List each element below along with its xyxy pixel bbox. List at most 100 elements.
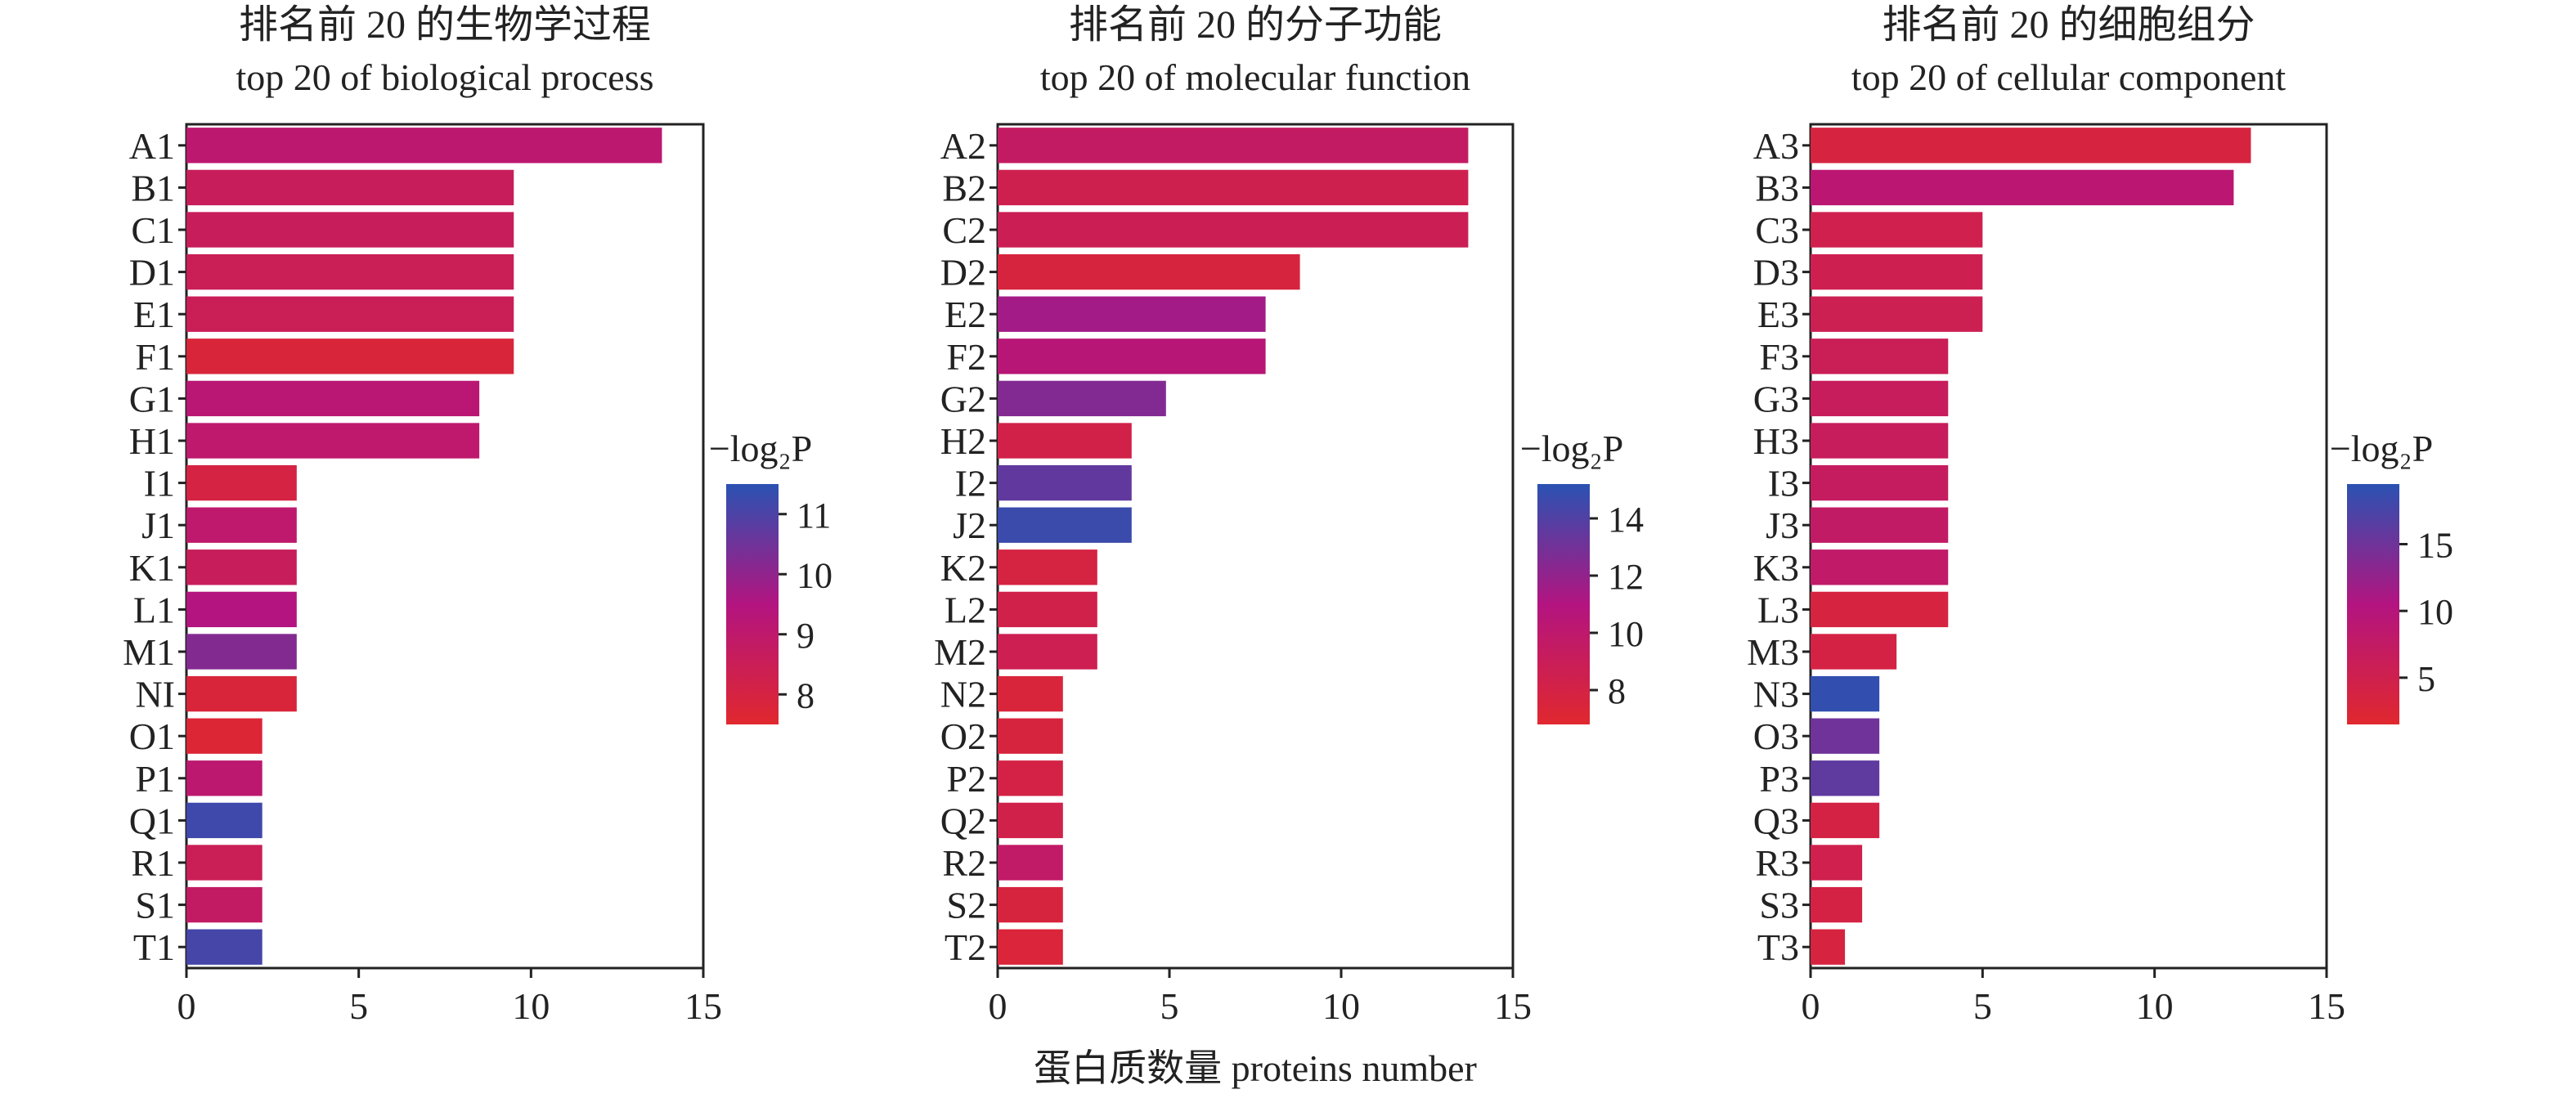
y-tick-label: F3: [1759, 336, 1799, 378]
bar-Q1: [186, 802, 263, 839]
y-tick-label: D1: [129, 252, 175, 294]
bar-B2: [998, 169, 1469, 206]
y-tick-label: H3: [1753, 420, 1799, 462]
y-tick-label: G2: [940, 378, 986, 419]
bar-P2: [998, 760, 1063, 796]
colorbar-tick-label: 10: [797, 555, 832, 595]
bar-T1: [186, 929, 263, 965]
bar-H3: [1811, 423, 1949, 459]
plot-frame: [185, 123, 705, 970]
colorbar-label: −log₂P: [2330, 428, 2433, 469]
y-tick-label: G1: [129, 378, 175, 419]
bar-F3: [1811, 339, 1949, 374]
bar-B1: [186, 169, 514, 206]
y-tick-label: B1: [131, 167, 175, 208]
bar-A2: [998, 128, 1469, 164]
bar-C3: [1811, 212, 1983, 248]
shared-x-axis-label: 蛋白质数量 proteins number: [1034, 1047, 1477, 1089]
colorbar-gradient: [726, 484, 779, 724]
y-tick-label: H2: [940, 420, 986, 462]
y-tick-label: P3: [1759, 758, 1799, 800]
bar-E3: [1811, 296, 1983, 332]
bar-K1: [186, 549, 297, 585]
y-tick-label: Q2: [940, 800, 986, 841]
bar-D3: [1811, 253, 1983, 290]
y-tick-label: L2: [945, 589, 986, 630]
bar-D2: [998, 253, 1300, 290]
y-tick-label: A3: [1753, 125, 1799, 167]
y-tick-label: I2: [955, 463, 986, 504]
y-tick-label: K1: [129, 547, 175, 589]
bar-G2: [998, 380, 1166, 417]
y-tick-label: S1: [135, 885, 175, 926]
bar-C2: [998, 212, 1469, 248]
x-tick-label: 0: [989, 985, 1008, 1027]
bar-NI: [186, 675, 297, 712]
colorbar-tick-label: 8: [797, 675, 815, 715]
y-tick-label: I3: [1768, 463, 1799, 504]
colorbar-gradient: [1537, 484, 1590, 724]
chart-subtitle: top 20 of biological process: [236, 56, 653, 98]
chart-panel-2: 排名前 20 的分子功能 top 20 of molecular function…: [934, 3, 1644, 1027]
bar-S3: [1811, 886, 1863, 923]
x-tick-label: 15: [1494, 985, 1532, 1027]
y-tick-label: J3: [1766, 504, 1799, 546]
y-tick-label: G3: [1753, 378, 1799, 419]
y-tick-label: P2: [946, 758, 986, 800]
y-tick-label: D2: [940, 252, 986, 294]
bar-Q2: [998, 802, 1063, 839]
y-tick-label: R1: [131, 842, 175, 884]
y-tick-label: T2: [945, 926, 986, 968]
y-tick-label: C3: [1755, 209, 1799, 251]
bar-F2: [998, 339, 1266, 374]
colorbar-tick-label: 9: [797, 616, 815, 656]
bar-C1: [186, 212, 514, 248]
y-tick-label: E1: [133, 294, 175, 335]
bar-A1: [186, 128, 662, 164]
bar-I2: [998, 464, 1132, 501]
y-tick-label: T1: [133, 926, 175, 968]
x-tick-label: 5: [1973, 985, 1992, 1027]
bar-O1: [186, 718, 263, 754]
plot-frame: [996, 123, 1515, 970]
bar-L3: [1811, 591, 1949, 628]
chart-title: 排名前 20 的细胞组分: [1882, 3, 2255, 47]
chart-subtitle: top 20 of cellular component: [1851, 56, 2287, 98]
y-tick-label: R2: [942, 842, 986, 884]
bar-J1: [186, 507, 297, 543]
chart-subtitle: top 20 of molecular function: [1040, 56, 1470, 98]
colorbar: −log₂P 8 9 10 11: [709, 428, 832, 724]
y-tick-label: E3: [1757, 294, 1799, 335]
y-tick-label: I1: [144, 463, 175, 504]
colorbar: −log₂P 5 10 15: [2330, 428, 2453, 724]
bar-M3: [1811, 634, 1897, 670]
y-tick-label: J2: [953, 504, 986, 546]
y-tick-label: F2: [946, 336, 986, 378]
bar-P1: [186, 760, 263, 796]
bar-O2: [998, 718, 1063, 754]
chart-title: 排名前 20 的分子功能: [1069, 3, 1442, 47]
y-tick-label: Q1: [129, 800, 175, 841]
bar-J3: [1811, 507, 1949, 543]
bar-M1: [186, 634, 297, 670]
bar-H1: [186, 423, 480, 459]
chart-title: 排名前 20 的生物学过程: [239, 3, 651, 47]
colorbar-tick-label: 12: [1608, 557, 1644, 597]
bar-T2: [998, 929, 1063, 965]
y-tick-label: P1: [135, 758, 175, 800]
y-tick-label: H1: [129, 420, 175, 462]
bar-L1: [186, 591, 297, 628]
y-tick-label: N3: [1753, 674, 1799, 715]
y-tick-label: C1: [131, 209, 175, 251]
bar-E2: [998, 296, 1266, 332]
x-tick-label: 0: [177, 985, 196, 1027]
colorbar-label: −log₂P: [709, 428, 812, 469]
y-tick-label: O1: [129, 715, 175, 757]
colorbar-tick-label: 11: [797, 495, 831, 536]
y-tick-label: J1: [141, 504, 175, 546]
y-tick-label: S3: [1759, 885, 1799, 926]
y-tick-label: NI: [135, 674, 175, 715]
y-tick-label: K2: [940, 547, 986, 589]
colorbar-tick-label: 10: [1608, 614, 1644, 654]
